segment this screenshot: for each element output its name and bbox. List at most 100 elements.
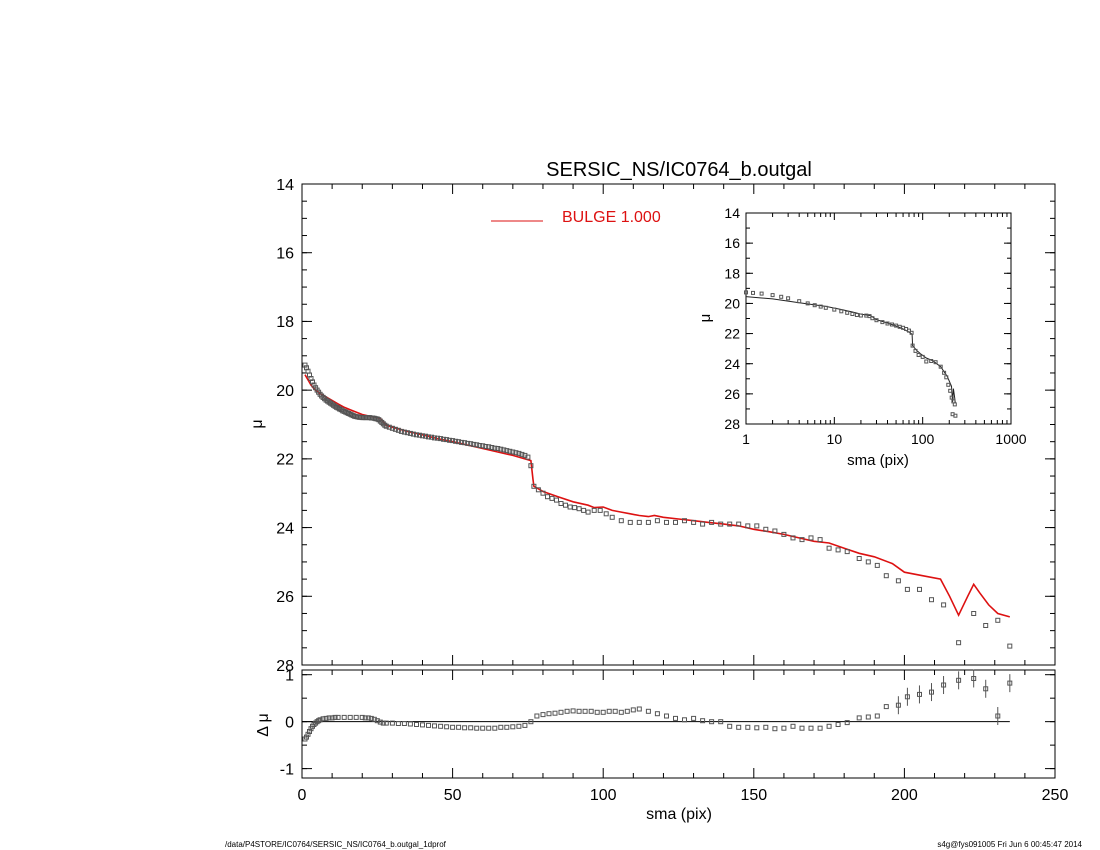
data-point [554,497,559,503]
data-point [606,708,612,714]
data-point [510,724,516,730]
data-point [480,443,486,449]
data-point [332,714,338,720]
data-point [410,431,416,437]
data-point [736,724,742,730]
data-point [414,722,419,727]
data-point [516,723,522,729]
data-point [407,721,413,727]
data-point [874,713,880,719]
data-point [420,722,425,728]
chart-title: SERSIC_NS/IC0764_b.outgal [546,159,812,181]
data-point [745,724,751,730]
data-point [832,307,837,312]
data-point [516,450,522,456]
data-point [429,434,434,440]
data-point [895,578,901,584]
data-point [1007,643,1013,649]
data-point [858,313,863,318]
data-point [691,519,697,525]
data-point [404,430,410,436]
data-point [909,330,914,335]
data-point [549,495,555,501]
data-point [817,725,823,731]
data-point [618,518,624,524]
y-tick-label: 26 [276,589,294,606]
data-point [401,721,407,726]
data-point [835,722,841,727]
y-tick-label: 1 [285,667,294,684]
data-point [759,291,764,296]
y-tick-label: 0 [285,714,294,731]
data-point [612,708,618,714]
data-point [664,519,669,525]
data-point [856,556,862,561]
y-tick-label: 20 [276,383,294,400]
data-point [772,726,778,732]
data-point [944,375,949,380]
data-point [507,448,513,454]
data-point [826,723,832,729]
data-point [531,483,537,489]
data-point [636,706,642,712]
data-point [386,424,392,430]
data-point [383,720,389,726]
data-point [953,413,958,418]
data-point [588,708,594,714]
data-point [618,709,624,715]
data-point [459,439,465,445]
data-point [971,611,977,616]
data-point [781,725,787,731]
data-point [335,714,341,720]
data-point [856,715,862,721]
data-point [627,519,633,525]
data-point [1007,680,1013,686]
data-point [949,395,954,400]
data-point [682,518,687,524]
y-tick-label: 22 [724,326,740,342]
x-tick-label: 50 [444,787,462,804]
data-point [779,294,784,299]
y-tick-label: 16 [276,245,294,262]
data-point [624,708,630,714]
data-point [817,537,823,543]
data-point [745,523,751,529]
data-point [426,722,431,728]
data-point [374,718,380,724]
data-point [486,444,492,450]
data-point [383,423,389,429]
y-tick-label: 28 [724,416,740,432]
data-point [941,682,947,688]
data-point [808,725,814,731]
data-point [540,712,546,718]
main-model-curve [304,374,1011,618]
data-point [417,432,422,438]
data-point [920,354,925,359]
data-point [591,507,597,513]
data-point [323,715,329,721]
data-point [465,440,471,446]
data-point [447,437,453,443]
data-point [600,709,606,715]
data-point [456,439,462,445]
data-point [492,725,498,731]
data-point [444,724,450,730]
data-point [895,702,901,708]
data-point [597,507,603,513]
data-point [763,724,769,730]
x-tick-label: 1000 [995,431,1026,447]
data-point [456,724,462,730]
data-point [353,714,359,720]
data-point [630,707,636,713]
residual-plot-frame [301,669,1056,779]
data-point [636,519,642,525]
x-tick-label: 200 [891,787,918,804]
data-point [432,435,437,441]
data-point [368,715,374,721]
data-point [432,723,437,729]
data-point [874,562,880,568]
data-point [414,432,419,438]
data-point [929,359,934,363]
y-tick-label: 22 [276,452,294,469]
